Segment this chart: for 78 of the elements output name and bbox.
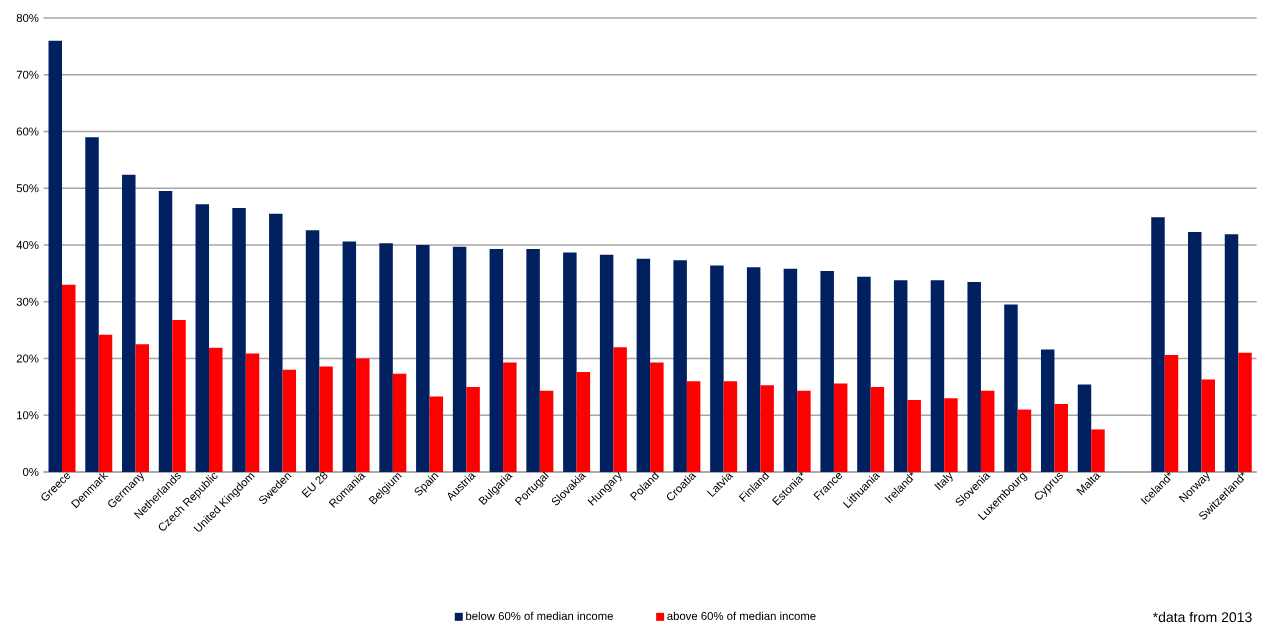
bar	[452, 246, 467, 472]
y-tick-label: 40%	[16, 241, 39, 250]
bar	[1164, 355, 1179, 472]
bar	[723, 381, 738, 472]
y-tick-label: 50%	[16, 184, 39, 193]
y-tick-label: 0%	[22, 468, 39, 477]
bar	[232, 208, 246, 472]
bar	[1151, 217, 1165, 472]
bar	[305, 230, 320, 472]
bar	[539, 390, 554, 472]
bar	[1054, 403, 1068, 472]
text: *data from 2013	[1152, 611, 1252, 623]
bar	[392, 373, 407, 472]
legend-label: above 60% of median income	[667, 611, 816, 621]
bar	[158, 191, 173, 472]
bar	[967, 281, 981, 472]
bar	[122, 174, 136, 472]
bar	[172, 319, 186, 472]
bar	[857, 276, 871, 472]
bar	[85, 137, 99, 472]
x-tick-label: Italy	[934, 472, 953, 491]
bar	[650, 362, 664, 472]
bar	[1004, 304, 1018, 472]
bar	[379, 243, 393, 472]
bar	[893, 280, 908, 472]
bar	[269, 213, 283, 472]
x-tick-label: EU 28	[301, 471, 328, 498]
bar	[1091, 429, 1105, 472]
bar	[416, 245, 430, 472]
bar	[135, 344, 150, 472]
bar	[820, 271, 834, 472]
bar	[783, 268, 798, 472]
y-tick-label: 30%	[16, 297, 39, 306]
bar	[62, 284, 76, 472]
bar	[466, 386, 480, 472]
bar	[98, 334, 113, 472]
bar	[282, 369, 297, 472]
bar	[319, 366, 333, 472]
bar	[503, 362, 517, 472]
bar	[833, 383, 848, 472]
bar	[356, 358, 370, 472]
bar	[944, 398, 958, 472]
bar	[907, 399, 921, 472]
bar	[526, 248, 540, 472]
bar	[489, 248, 504, 472]
bar	[576, 372, 591, 472]
bar	[636, 258, 651, 472]
y-tick-label: 70%	[16, 70, 39, 79]
bar	[599, 254, 614, 472]
legend-label: below 60% of median income	[466, 611, 613, 621]
bar	[673, 260, 687, 472]
bar	[1201, 379, 1215, 472]
bar	[1224, 234, 1239, 472]
y-tick-label: 60%	[16, 127, 39, 136]
bar	[48, 40, 63, 472]
bar	[563, 252, 577, 472]
bar	[760, 385, 774, 472]
bar	[1238, 352, 1252, 472]
bar	[746, 267, 761, 472]
bar	[980, 390, 995, 472]
bar	[1188, 231, 1202, 472]
bar	[870, 386, 885, 472]
bar	[245, 353, 260, 472]
y-tick-label: 20%	[16, 354, 39, 363]
bar	[209, 347, 223, 472]
bar	[613, 347, 627, 472]
bar	[1077, 384, 1092, 472]
bar	[710, 265, 724, 472]
bar	[797, 390, 811, 472]
y-tick-label: 80%	[16, 14, 39, 23]
bar	[686, 381, 701, 472]
bar	[1017, 409, 1032, 472]
bar	[342, 241, 357, 472]
bar	[930, 280, 945, 472]
bar	[429, 396, 444, 472]
bar	[195, 204, 210, 472]
bar	[1040, 349, 1055, 472]
y-tick-label: 10%	[17, 411, 39, 420]
